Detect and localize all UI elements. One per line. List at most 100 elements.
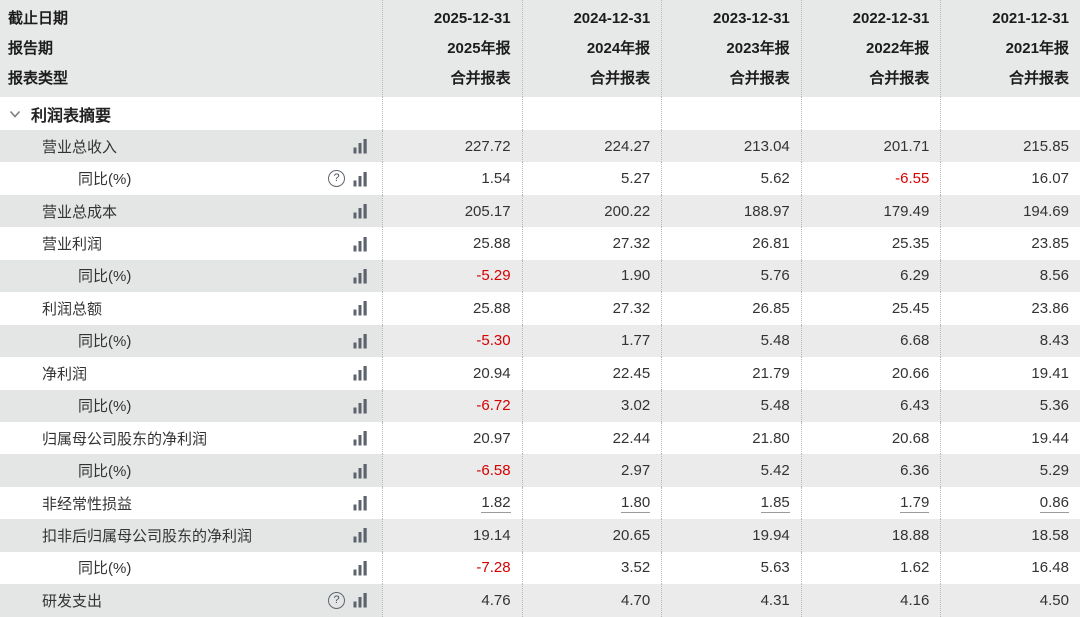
column-header[interactable]: 2021-12-31 2021年报 合并报表 [940, 0, 1080, 97]
metric-value[interactable]: 1.85 [760, 493, 790, 513]
bar-chart-icon[interactable] [353, 333, 368, 349]
table-header: 截止日期 报告期 报表类型 2025-12-31 2025年报 合并报表 202… [0, 0, 1080, 97]
metric-value[interactable]: 1.80 [620, 493, 651, 513]
value-cell: 1.54 [382, 162, 522, 195]
metric-label-cell: 利润总额 ? [0, 292, 382, 324]
row-icons: ? [353, 463, 368, 479]
column-report-type: 合并报表 [1008, 70, 1069, 87]
row-icons: ? [353, 236, 368, 252]
value-cell: 19.94 [661, 519, 801, 552]
metric-label: 营业利润 [42, 236, 103, 254]
value-cell: 19.14 [382, 519, 522, 552]
value-cell: 25.45 [800, 292, 941, 325]
table-row: 同比(%) ? -5.29 1.90 5.76 6.29 8.56 [0, 259, 1080, 293]
metric-value: 25.35 [891, 235, 930, 253]
table-row: 同比(%) ? -7.28 3.52 5.63 1.62 16.48 [0, 551, 1080, 585]
table-row: 同比(%) ? -6.72 3.02 5.48 6.43 5.36 [0, 389, 1080, 422]
help-icon[interactable]: ? [328, 170, 345, 188]
chevron-down-icon[interactable] [8, 107, 22, 121]
metric-value: 25.88 [473, 299, 511, 317]
bar-chart-icon[interactable] [353, 365, 368, 381]
metric-label: 非经常性损益 [42, 495, 133, 513]
metric-value: 200.22 [604, 202, 651, 220]
section-title: 利润表摘要 [31, 107, 112, 125]
section-header-cell[interactable]: 利润表摘要 [0, 97, 382, 130]
value-cell: 1.82 [382, 486, 522, 520]
bar-chart-icon[interactable] [353, 300, 368, 316]
value-cell: 5.42 [661, 454, 801, 487]
metric-value: 4.76 [481, 591, 511, 609]
bar-chart-icon[interactable] [353, 592, 368, 608]
value-cell: 18.58 [940, 519, 1080, 552]
metric-label-cell: 同比(%) ? [0, 454, 382, 487]
metric-label: 同比(%) [78, 560, 132, 578]
metric-value: 22.44 [612, 429, 651, 447]
value-cell: 22.45 [521, 357, 662, 390]
metric-value: 20.68 [891, 429, 930, 447]
metric-label-cell: 营业总收入 ? [0, 130, 382, 163]
row-icons: ? [328, 170, 368, 188]
metric-label: 扣非后归属母公司股东的净利润 [42, 527, 253, 545]
value-cell: 6.68 [800, 324, 941, 358]
bar-chart-icon[interactable] [353, 268, 368, 284]
metric-label: 同比(%) [78, 463, 132, 481]
column-header[interactable]: 2025-12-31 2025年报 合并报表 [382, 0, 522, 97]
bar-chart-icon[interactable] [353, 398, 368, 414]
metric-label: 利润总额 [42, 300, 103, 318]
bar-chart-icon[interactable] [353, 138, 368, 154]
bar-chart-icon[interactable] [353, 463, 368, 479]
table-row: 营业总成本 ? 205.17 200.22 188.97 179.49 194.69 [0, 194, 1080, 228]
metric-value: 4.70 [620, 591, 651, 609]
metric-value: 26.81 [752, 235, 790, 253]
metric-value[interactable]: 1.82 [481, 493, 511, 513]
bar-chart-icon[interactable] [353, 560, 368, 576]
metric-label: 研发支出 [42, 592, 103, 610]
metric-value: 5.62 [760, 170, 790, 188]
metric-value: 1.62 [900, 559, 930, 577]
value-cell: 6.29 [800, 259, 941, 293]
column-report-type: 合并报表 [590, 70, 651, 87]
column-header[interactable]: 2024-12-31 2024年报 合并报表 [521, 0, 662, 97]
metric-value: 215.85 [1023, 137, 1069, 155]
metric-label: 同比(%) [78, 268, 132, 286]
metric-label-cell: 同比(%) ? [0, 324, 382, 358]
value-cell: 8.43 [940, 324, 1080, 358]
bar-chart-icon[interactable] [353, 495, 368, 511]
bar-chart-icon[interactable] [353, 171, 368, 187]
metric-value[interactable]: 1.79 [900, 493, 930, 513]
metric-label-cell: 净利润 ? [0, 357, 382, 389]
value-cell: -6.58 [382, 454, 522, 487]
column-report-type: 合并报表 [729, 70, 790, 87]
metric-label-cell: 同比(%) ? [0, 552, 382, 584]
value-cell: 5.76 [661, 259, 801, 293]
metric-value: 27.32 [612, 299, 651, 317]
value-cell: 23.85 [940, 227, 1080, 260]
metric-value: 2.97 [620, 462, 651, 480]
row-icons: ? [353, 333, 368, 349]
value-cell: 26.81 [661, 227, 801, 260]
row-icons: ? [353, 203, 368, 219]
bar-chart-icon[interactable] [353, 527, 368, 543]
metric-value: 18.58 [1031, 526, 1069, 544]
metric-value: 1.54 [481, 170, 511, 188]
metric-label: 同比(%) [78, 333, 132, 351]
metric-value: 25.45 [891, 299, 930, 317]
bar-chart-icon[interactable] [353, 236, 368, 252]
metric-value: 3.52 [620, 559, 651, 577]
metric-value[interactable]: 0.86 [1039, 493, 1069, 513]
row-icons: ? [353, 527, 368, 543]
metric-value: 19.94 [752, 526, 790, 544]
column-header[interactable]: 2022-12-31 2022年报 合并报表 [800, 0, 941, 97]
column-header[interactable]: 2023-12-31 2023年报 合并报表 [661, 0, 801, 97]
metric-value: 5.76 [760, 267, 790, 285]
metric-value: -6.72 [476, 397, 511, 415]
table-row: 同比(%) ? -5.30 1.77 5.48 6.68 8.43 [0, 324, 1080, 358]
metric-value: 3.02 [620, 397, 651, 415]
metric-value: 6.68 [900, 332, 930, 350]
help-icon[interactable]: ? [328, 591, 345, 609]
bar-chart-icon[interactable] [353, 203, 368, 219]
metric-value: 23.86 [1031, 299, 1069, 317]
metric-value: 20.94 [473, 364, 511, 382]
bar-chart-icon[interactable] [353, 430, 368, 446]
value-cell: 205.17 [382, 194, 522, 228]
